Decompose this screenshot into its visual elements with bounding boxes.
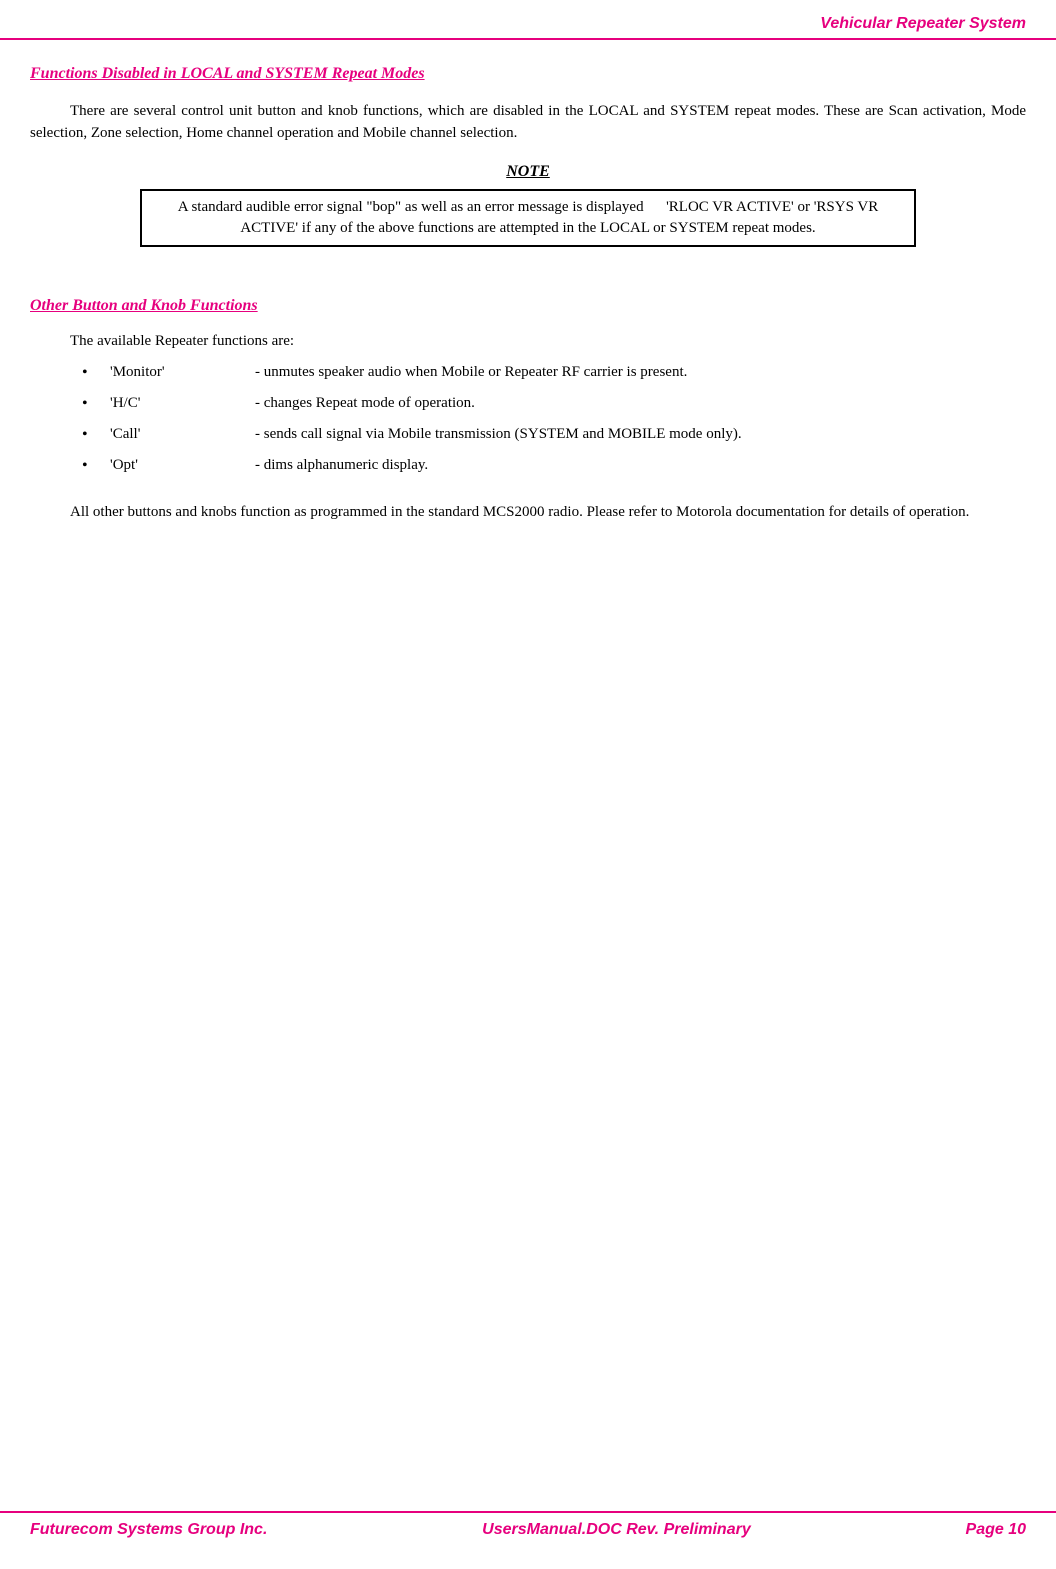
function-desc: - unmutes speaker audio when Mobile or R… — [255, 364, 687, 381]
function-name: 'Call' — [110, 426, 255, 443]
footer-left: Futurecom Systems Group Inc. — [30, 1521, 267, 1539]
page: Vehicular Repeater System Functions Disa… — [0, 0, 1056, 1569]
function-name: 'Monitor' — [110, 364, 255, 381]
function-list: 'Monitor' - unmutes speaker audio when M… — [30, 364, 1026, 474]
list-item: 'Opt' - dims alphanumeric display. — [110, 457, 1026, 474]
section1-heading: Functions Disabled in LOCAL and SYSTEM R… — [30, 65, 1026, 83]
section2-intro: The available Repeater functions are: — [30, 333, 1026, 350]
note-box: A standard audible error signal "bop" as… — [140, 189, 917, 247]
footer-right: Page 10 — [966, 1521, 1026, 1539]
footer-center: UsersManual.DOC Rev. Preliminary — [482, 1521, 751, 1539]
function-desc: - dims alphanumeric display. — [255, 457, 428, 474]
header-title: Vehicular Repeater System — [820, 15, 1026, 32]
list-item: 'H/C' - changes Repeat mode of operation… — [110, 395, 1026, 412]
section1-paragraph: There are several control unit button an… — [30, 101, 1026, 145]
page-content: Functions Disabled in LOCAL and SYSTEM R… — [0, 40, 1056, 1511]
note-text: A standard audible error signal "bop" as… — [178, 199, 879, 236]
list-item: 'Monitor' - unmutes speaker audio when M… — [110, 364, 1026, 381]
page-header: Vehicular Repeater System — [0, 0, 1056, 40]
function-desc: - sends call signal via Mobile transmiss… — [255, 426, 742, 443]
note-heading: NOTE — [30, 163, 1026, 181]
function-desc: - changes Repeat mode of operation. — [255, 395, 475, 412]
section2-heading: Other Button and Knob Functions — [30, 297, 1026, 315]
list-item: 'Call' - sends call signal via Mobile tr… — [110, 426, 1026, 443]
function-name: 'H/C' — [110, 395, 255, 412]
page-footer: Futurecom Systems Group Inc. UsersManual… — [0, 1511, 1056, 1569]
section2-closing: All other buttons and knobs function as … — [30, 502, 1026, 524]
function-name: 'Opt' — [110, 457, 255, 474]
